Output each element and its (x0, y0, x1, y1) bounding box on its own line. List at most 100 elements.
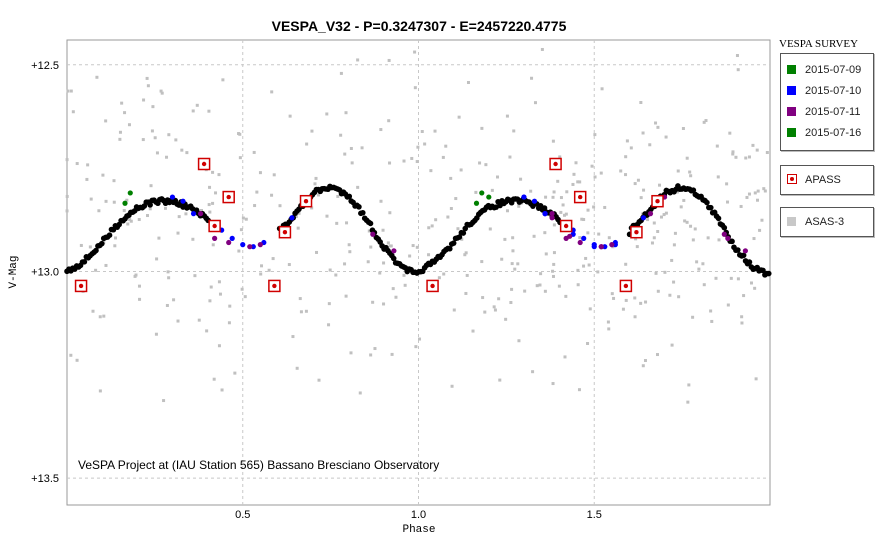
asas-point (559, 196, 563, 200)
legend-label: 2015-07-10 (805, 85, 862, 97)
asas-point (646, 218, 650, 222)
asas-point (367, 229, 371, 233)
asas-point (89, 197, 93, 201)
asas-point (454, 197, 458, 201)
asas-point (603, 205, 607, 209)
asas-point (523, 289, 527, 293)
asas-point (350, 161, 354, 165)
asas-point (586, 208, 590, 212)
asas-point (75, 162, 79, 166)
asas-point (191, 109, 195, 113)
asas-point (597, 232, 601, 236)
survey-point (567, 233, 573, 239)
asas-point (244, 217, 248, 221)
asas-point (218, 292, 222, 296)
asas-point (500, 257, 504, 261)
light-curve-point (746, 259, 753, 265)
light-curve-point (456, 234, 463, 240)
apass-marker-dot (201, 161, 207, 167)
asas-point (578, 236, 582, 240)
asas-point (505, 114, 509, 118)
asas-point (679, 205, 683, 209)
asas-point (505, 209, 509, 213)
asas-point (497, 297, 501, 301)
asas-point (676, 169, 680, 173)
asas-point (142, 98, 146, 102)
asas-point (760, 218, 764, 222)
asas-point (736, 277, 740, 281)
asas-point (345, 221, 349, 225)
asas-point (120, 101, 124, 105)
asas-point (714, 276, 718, 280)
asas-point (624, 262, 628, 266)
light-curve-point (729, 238, 735, 245)
asas-point (160, 91, 164, 95)
asas-point (208, 210, 212, 214)
asas-point (387, 119, 391, 123)
asas-point (349, 351, 353, 355)
asas-point (128, 218, 132, 222)
asas-point (531, 370, 535, 374)
apass-marker-dot (212, 223, 217, 229)
asas-point (166, 270, 170, 274)
asas-point (493, 308, 497, 312)
asas-point (689, 174, 693, 178)
asas-point (390, 352, 394, 356)
asas-point (697, 267, 701, 271)
asas-point (688, 170, 692, 174)
asas-point (344, 111, 348, 115)
asas-point (239, 228, 243, 232)
survey-point (479, 190, 485, 196)
asas-point (636, 178, 640, 182)
light-curve-point (356, 204, 362, 210)
asas-point (339, 71, 343, 75)
asas-point (516, 262, 520, 266)
survey-point (542, 211, 548, 217)
asas-point (488, 227, 492, 231)
asas-point (267, 268, 271, 272)
asas-point (726, 303, 730, 307)
asas-point (145, 76, 149, 80)
asas-point (742, 294, 746, 298)
y-axis-label: V-Mag (8, 255, 20, 288)
asas-point (129, 219, 133, 223)
asas-point (510, 262, 514, 266)
asas-point (509, 301, 513, 305)
asas-point (379, 199, 383, 203)
asas-point (607, 327, 611, 331)
asas-point (211, 170, 215, 174)
asas-point (75, 358, 79, 362)
asas-point (544, 195, 548, 199)
asas-point (227, 321, 231, 325)
asas-point (104, 199, 108, 203)
asas-point (624, 173, 628, 177)
asas-point (701, 262, 705, 266)
asas-point (717, 238, 721, 242)
asas-point (193, 274, 197, 278)
asas-point (176, 319, 180, 323)
asas-point (373, 347, 377, 351)
asas-point (663, 270, 667, 274)
asas-point (689, 224, 693, 228)
survey-point (257, 242, 263, 248)
asas-point (446, 215, 450, 219)
survey-point (640, 215, 647, 221)
asas-point (228, 304, 232, 308)
asas-point (588, 307, 592, 311)
asas-point (94, 268, 98, 272)
asas-point (731, 150, 735, 154)
asas-point (582, 218, 586, 222)
asas-point (411, 244, 415, 248)
asas-point (270, 193, 274, 197)
apass-marker-dot (655, 199, 660, 204)
asas-point (240, 287, 244, 291)
asas-point (174, 138, 178, 142)
asas-point (706, 236, 710, 240)
asas-point (418, 337, 422, 341)
asas-point (325, 112, 329, 116)
asas-point (543, 231, 547, 235)
asas-point (552, 262, 556, 266)
asas-point (339, 133, 343, 137)
asas-point (716, 175, 720, 179)
light-curve-point (707, 204, 714, 211)
